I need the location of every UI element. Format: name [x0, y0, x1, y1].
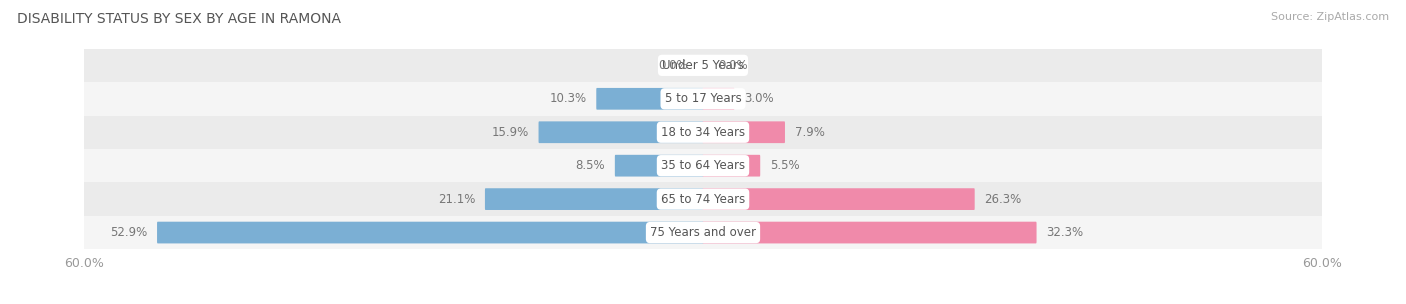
FancyBboxPatch shape — [84, 216, 1322, 249]
Text: Under 5 Years: Under 5 Years — [662, 59, 744, 72]
FancyBboxPatch shape — [84, 182, 1322, 216]
Text: 10.3%: 10.3% — [550, 92, 586, 105]
Text: 65 to 74 Years: 65 to 74 Years — [661, 193, 745, 206]
Text: 75 Years and over: 75 Years and over — [650, 226, 756, 239]
FancyBboxPatch shape — [157, 222, 703, 244]
Text: 32.3%: 32.3% — [1046, 226, 1084, 239]
FancyBboxPatch shape — [485, 188, 703, 210]
FancyBboxPatch shape — [84, 49, 1322, 82]
Text: 15.9%: 15.9% — [492, 126, 529, 139]
FancyBboxPatch shape — [84, 82, 1322, 116]
FancyBboxPatch shape — [84, 116, 1322, 149]
Text: Source: ZipAtlas.com: Source: ZipAtlas.com — [1271, 12, 1389, 22]
FancyBboxPatch shape — [614, 155, 703, 177]
FancyBboxPatch shape — [538, 121, 703, 143]
FancyBboxPatch shape — [703, 155, 761, 177]
Text: 0.0%: 0.0% — [718, 59, 748, 72]
Text: 0.0%: 0.0% — [658, 59, 688, 72]
Text: 21.1%: 21.1% — [437, 193, 475, 206]
FancyBboxPatch shape — [703, 222, 1036, 244]
Text: 5.5%: 5.5% — [770, 159, 800, 172]
Text: 35 to 64 Years: 35 to 64 Years — [661, 159, 745, 172]
FancyBboxPatch shape — [84, 149, 1322, 182]
FancyBboxPatch shape — [703, 188, 974, 210]
FancyBboxPatch shape — [703, 88, 734, 110]
Text: 52.9%: 52.9% — [110, 226, 148, 239]
Text: DISABILITY STATUS BY SEX BY AGE IN RAMONA: DISABILITY STATUS BY SEX BY AGE IN RAMON… — [17, 12, 340, 26]
Text: 7.9%: 7.9% — [794, 126, 825, 139]
Text: 5 to 17 Years: 5 to 17 Years — [665, 92, 741, 105]
Text: 18 to 34 Years: 18 to 34 Years — [661, 126, 745, 139]
FancyBboxPatch shape — [596, 88, 703, 110]
FancyBboxPatch shape — [703, 121, 785, 143]
Text: 8.5%: 8.5% — [575, 159, 605, 172]
Text: 26.3%: 26.3% — [984, 193, 1022, 206]
Text: 3.0%: 3.0% — [744, 92, 773, 105]
